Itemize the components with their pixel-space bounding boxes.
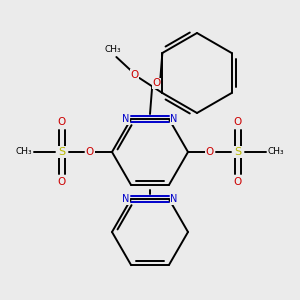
Text: S: S	[58, 147, 66, 157]
Text: O: O	[234, 177, 242, 187]
Text: N: N	[170, 194, 178, 204]
Text: O: O	[130, 70, 139, 80]
Text: O: O	[86, 147, 94, 157]
Text: S: S	[234, 147, 242, 157]
Text: CH₃: CH₃	[104, 46, 121, 55]
Text: N: N	[122, 194, 130, 204]
Text: O: O	[206, 147, 214, 157]
Text: O: O	[152, 79, 160, 88]
Text: O: O	[58, 117, 66, 127]
Text: O: O	[58, 177, 66, 187]
Text: N: N	[170, 114, 178, 124]
Text: CH₃: CH₃	[16, 148, 32, 157]
Text: O: O	[234, 117, 242, 127]
Text: CH₃: CH₃	[268, 148, 284, 157]
Text: N: N	[122, 114, 130, 124]
